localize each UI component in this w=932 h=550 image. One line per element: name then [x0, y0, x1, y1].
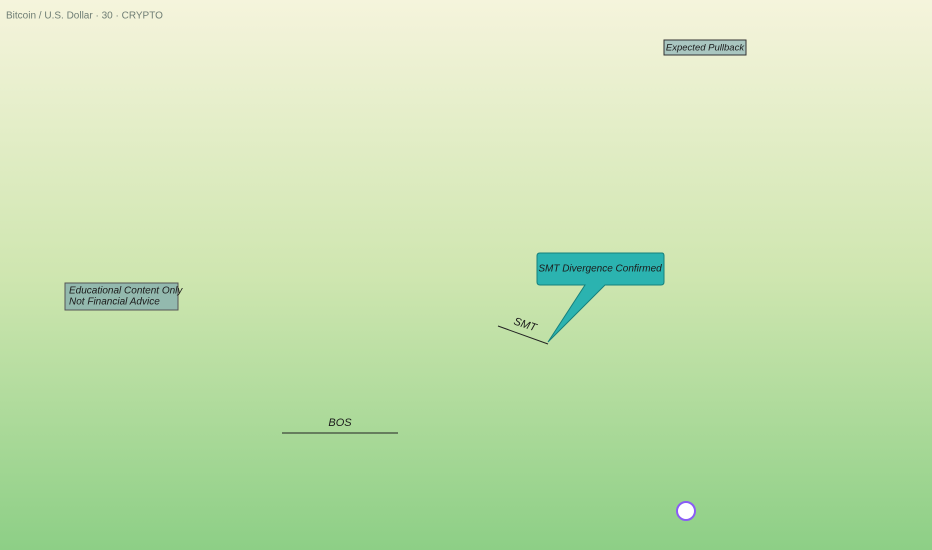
disclaimer-box [64, 282, 179, 311]
chart-title: Bitcoin / U.S. Dollar · 30 · CRYPTO [6, 11, 163, 22]
disclaimer-text: Not Financial Advice [69, 297, 160, 308]
smt-callout [536, 252, 665, 343]
smt-line [497, 325, 549, 345]
pullback-label: Expected Pullback [666, 43, 745, 54]
smt-callout-text: SMT Divergence Confirmed [538, 264, 662, 275]
pullback-box [663, 39, 747, 56]
logo [676, 501, 696, 521]
bos-label: BOS [328, 417, 352, 429]
disclaimer-text: Educational Content Only [69, 286, 183, 297]
